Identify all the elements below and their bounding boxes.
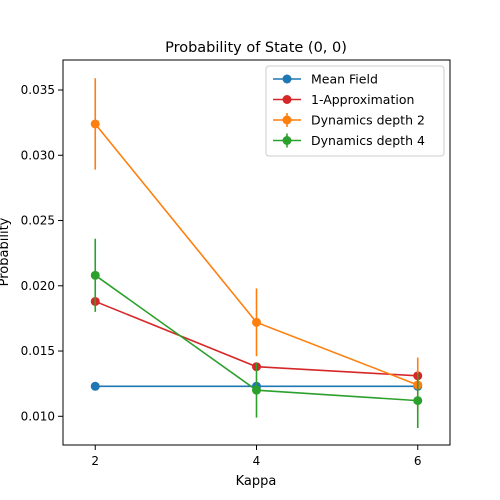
- data-point: [90, 270, 100, 280]
- legend-label: Dynamics depth 4: [311, 133, 425, 148]
- y-tick-label: 0.030: [21, 148, 55, 162]
- x-tick-label: 2: [91, 454, 99, 468]
- legend-swatch-marker: [282, 136, 292, 145]
- legend-label: Dynamics depth 2: [311, 113, 425, 128]
- legend-swatch-marker: [282, 95, 292, 104]
- y-axis-label: Probability: [0, 217, 12, 286]
- data-point: [90, 119, 100, 129]
- data-point: [413, 396, 423, 406]
- legend-item: Mean Field: [273, 72, 378, 87]
- y-tick-label: 0.025: [21, 214, 55, 228]
- chart-title: Probability of State (0, 0): [165, 40, 347, 56]
- y-tick-label: 0.020: [21, 279, 55, 293]
- legend-item: Dynamics depth 4: [273, 133, 425, 148]
- data-point: [252, 385, 261, 395]
- x-tick-label: 4: [253, 454, 261, 468]
- legend-swatch-marker: [282, 115, 292, 125]
- legend-item: 1-Approximation: [273, 92, 414, 107]
- data-point: [90, 381, 100, 391]
- series-4: [90, 238, 423, 429]
- y-tick-label: 0.015: [21, 344, 55, 358]
- x-axis-label: Kappa: [236, 474, 277, 489]
- y-tick-label: 0.035: [21, 83, 55, 97]
- legend-label: 1-Approximation: [311, 92, 414, 107]
- y-tick-label: 0.010: [21, 409, 55, 423]
- plot-frame: [62, 59, 451, 446]
- legend-item: Dynamics depth 2: [273, 113, 425, 128]
- legend: Mean Field 1-Approximation Dynamics depth …: [265, 65, 445, 157]
- legend-label: Mean Field: [311, 72, 378, 87]
- data-point: [252, 317, 261, 327]
- x-tick-label: 6: [414, 454, 422, 468]
- legend-box: [265, 65, 445, 157]
- legend-swatch-marker: [282, 74, 292, 84]
